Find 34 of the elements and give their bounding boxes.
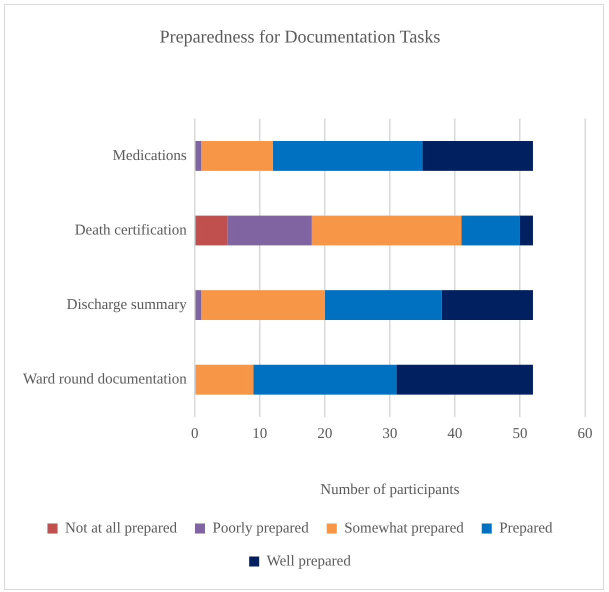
- bar: [201, 140, 273, 171]
- x-tick-label: 20: [317, 426, 332, 442]
- x-tick-label: 60: [578, 426, 592, 442]
- legend-label: Somewhat prepared: [344, 520, 464, 536]
- bar: [196, 364, 254, 395]
- bar: [196, 140, 202, 171]
- bar: [196, 216, 228, 246]
- x-tick-label: 30: [382, 426, 398, 442]
- x-axis-title: Number of participants: [320, 482, 460, 498]
- bar: [227, 216, 312, 246]
- legend-label: Poorly prepared: [212, 520, 310, 536]
- y-tick-label: Discharge summary: [66, 297, 188, 314]
- legend-label: Prepared: [499, 520, 554, 536]
- y-tick-label: Death certification: [74, 222, 188, 238]
- legend-label: Not at all prepared: [64, 520, 178, 536]
- chart-title: Preparedness for Documentation Tasks: [160, 26, 440, 47]
- bar: [422, 140, 533, 171]
- bar: [461, 216, 520, 246]
- y-tick-label: Ward round documentation: [23, 372, 188, 388]
- x-tick-label: 40: [447, 426, 462, 442]
- bar: [520, 216, 533, 246]
- bar: [442, 290, 533, 320]
- bar: [312, 216, 462, 246]
- y-tick-label: Medications: [112, 148, 187, 164]
- legend-label: Well prepared: [266, 553, 352, 570]
- x-tick-label: 10: [252, 426, 268, 442]
- bar: [201, 290, 325, 320]
- bar: [396, 364, 533, 395]
- bar: [324, 290, 442, 320]
- bar: [196, 290, 202, 320]
- x-tick-label: 0: [191, 426, 198, 442]
- bar: [253, 364, 396, 395]
- x-tick-label: 50: [512, 426, 528, 442]
- bar: [272, 140, 422, 171]
